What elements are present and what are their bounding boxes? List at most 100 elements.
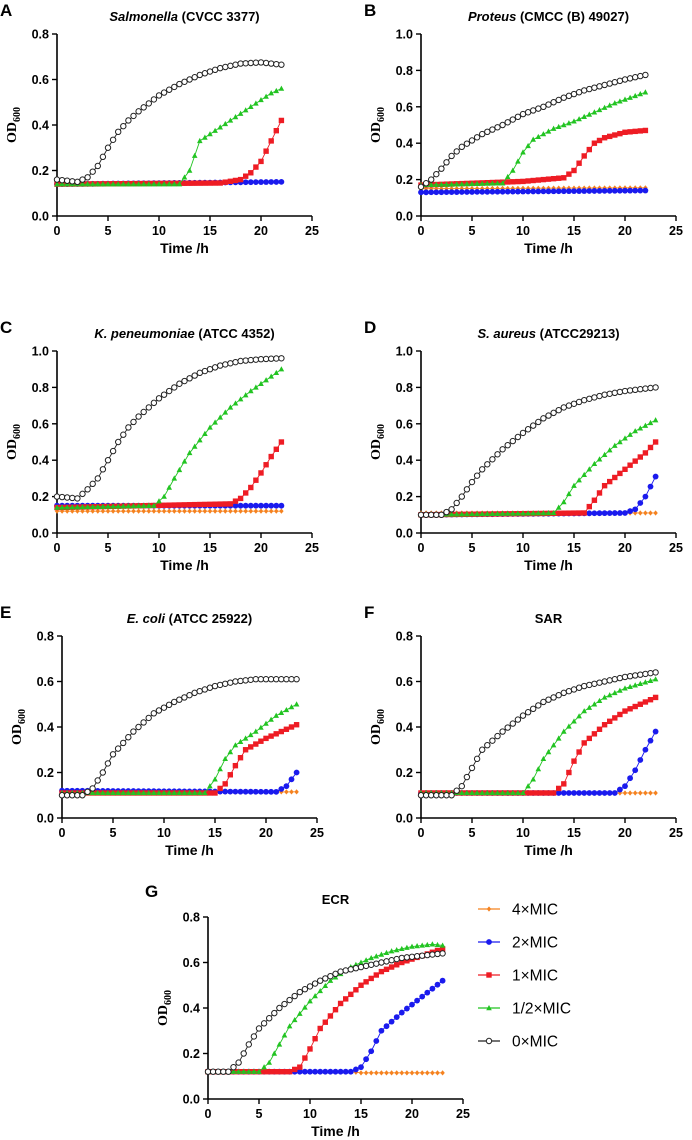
x-tick-label: 5 bbox=[110, 826, 117, 840]
data-point bbox=[115, 181, 121, 187]
data-point bbox=[555, 735, 562, 741]
data-point bbox=[509, 720, 517, 727]
data-point bbox=[240, 1050, 247, 1057]
data-point bbox=[596, 106, 603, 113]
data-point bbox=[504, 724, 511, 731]
data-point bbox=[135, 108, 142, 115]
data-point bbox=[227, 117, 234, 123]
chart-title-rest: (CMCC (B) 49027) bbox=[516, 9, 629, 24]
x-axis-label: Time /h bbox=[160, 557, 209, 573]
data-point bbox=[586, 111, 593, 117]
data-point bbox=[150, 710, 158, 717]
data-point bbox=[647, 384, 654, 392]
data-point bbox=[601, 187, 608, 194]
y-tick-label: 0.4 bbox=[32, 454, 49, 468]
data-point bbox=[201, 70, 209, 77]
data-point bbox=[222, 120, 229, 127]
data-point bbox=[263, 502, 269, 509]
y-tick-label: 0.4 bbox=[396, 137, 413, 151]
data-point bbox=[622, 96, 628, 102]
x-tick-label: 20 bbox=[254, 224, 268, 238]
data-point bbox=[283, 676, 290, 683]
data-point bbox=[504, 173, 511, 180]
data-point bbox=[191, 74, 198, 81]
data-point bbox=[413, 953, 421, 960]
data-point bbox=[653, 790, 658, 796]
data-point bbox=[653, 510, 658, 516]
data-point bbox=[524, 709, 532, 716]
data-point bbox=[181, 502, 188, 508]
data-point bbox=[596, 726, 603, 732]
data-point bbox=[458, 143, 465, 151]
y-tick-label: 0.2 bbox=[396, 490, 413, 504]
panel-f: F SAR 0 5 10 15 20 25 0.0 0.2 0.4 0.6 0.8 Time /h OD6… bbox=[364, 603, 683, 858]
legend-item-mic4: 4×MIC bbox=[478, 902, 558, 919]
data-point bbox=[484, 510, 491, 517]
x-tick-label: 15 bbox=[208, 826, 222, 840]
data-point bbox=[181, 180, 188, 186]
data-point bbox=[596, 187, 603, 194]
data-point bbox=[211, 364, 219, 371]
data-point bbox=[222, 361, 229, 368]
data-point bbox=[515, 510, 521, 516]
data-point bbox=[550, 99, 557, 106]
series-line bbox=[420, 476, 657, 516]
data-point bbox=[545, 510, 552, 516]
data-point bbox=[120, 739, 127, 747]
data-point bbox=[504, 188, 511, 195]
data-point bbox=[222, 781, 228, 787]
data-point bbox=[393, 955, 400, 963]
data-point bbox=[312, 1068, 318, 1075]
data-point bbox=[347, 1068, 354, 1075]
data-point bbox=[363, 957, 369, 963]
data-point bbox=[242, 788, 249, 795]
data-point bbox=[261, 1069, 267, 1075]
data-point bbox=[202, 430, 208, 437]
data-point bbox=[473, 134, 481, 141]
data-point bbox=[525, 188, 531, 195]
data-point bbox=[601, 391, 608, 398]
y-axis-label: OD600 bbox=[5, 107, 23, 143]
data-point bbox=[291, 1016, 298, 1023]
data-point bbox=[607, 133, 613, 140]
data-point bbox=[266, 1059, 272, 1065]
data-point bbox=[601, 135, 608, 141]
y-tick-label: 0.0 bbox=[396, 210, 413, 224]
data-point bbox=[422, 511, 430, 519]
data-point bbox=[642, 187, 649, 194]
series-line bbox=[420, 74, 646, 188]
data-point bbox=[474, 180, 480, 187]
data-point bbox=[225, 1068, 232, 1075]
data-point bbox=[273, 788, 280, 795]
data-point bbox=[617, 470, 623, 477]
data-point bbox=[525, 178, 531, 184]
data-point bbox=[130, 789, 137, 796]
data-point bbox=[464, 189, 470, 195]
data-point bbox=[642, 71, 649, 79]
data-point bbox=[404, 1070, 410, 1076]
data-point bbox=[647, 419, 654, 426]
data-point bbox=[566, 171, 572, 177]
x-tick-label: 10 bbox=[516, 541, 530, 555]
data-point bbox=[145, 100, 153, 107]
y-tick-label: 0.8 bbox=[37, 630, 54, 644]
data-point bbox=[540, 415, 547, 422]
data-point bbox=[606, 102, 613, 108]
data-point bbox=[64, 504, 70, 510]
data-point bbox=[632, 428, 638, 434]
data-point bbox=[479, 130, 486, 138]
data-point bbox=[489, 737, 496, 744]
data-point bbox=[273, 676, 280, 683]
data-point bbox=[550, 175, 557, 182]
x-axis-label: Time /h bbox=[165, 842, 214, 858]
panel-label: B bbox=[364, 1, 376, 20]
data-point bbox=[633, 790, 638, 796]
data-point bbox=[586, 85, 593, 93]
data-point bbox=[253, 508, 259, 514]
data-point bbox=[253, 100, 259, 106]
data-point bbox=[642, 450, 649, 456]
data-point bbox=[484, 461, 491, 468]
data-point bbox=[358, 982, 364, 988]
data-point bbox=[352, 964, 360, 972]
data-point bbox=[125, 117, 132, 124]
